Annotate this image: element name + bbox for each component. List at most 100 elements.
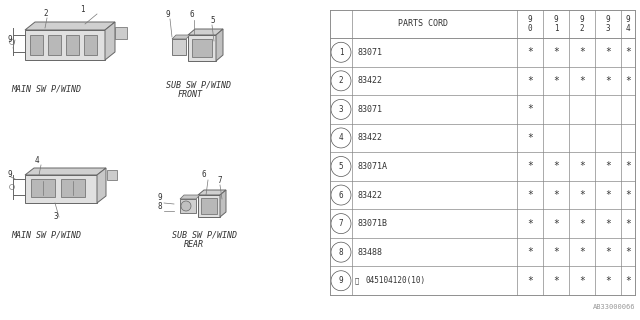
Text: *: * (605, 76, 611, 86)
Bar (192, 39, 212, 57)
Text: 83071A: 83071A (357, 162, 387, 171)
Text: 9: 9 (166, 10, 171, 19)
Text: *: * (579, 76, 585, 86)
Text: *: * (605, 247, 611, 257)
Bar (31, 179, 55, 197)
Text: *: * (579, 219, 585, 228)
Text: MAIN SW P/WIND: MAIN SW P/WIND (11, 85, 81, 94)
Text: 83071B: 83071B (357, 219, 387, 228)
Text: 83422: 83422 (357, 190, 382, 200)
Bar (172, 39, 186, 55)
Bar (66, 35, 79, 55)
Bar (30, 35, 43, 55)
Text: *: * (527, 47, 533, 57)
Circle shape (10, 39, 15, 44)
Polygon shape (216, 29, 223, 61)
Text: *: * (553, 219, 559, 228)
Text: *: * (527, 190, 533, 200)
Text: Ⓢ: Ⓢ (355, 277, 359, 284)
Text: 83488: 83488 (357, 248, 382, 257)
Text: 83422: 83422 (357, 133, 382, 142)
Text: REAR: REAR (184, 240, 204, 249)
Text: MAIN SW P/WIND: MAIN SW P/WIND (11, 230, 81, 239)
Text: *: * (605, 276, 611, 286)
Text: 6: 6 (202, 170, 207, 179)
Text: 9
3: 9 3 (605, 15, 611, 33)
Text: *: * (605, 47, 611, 57)
Polygon shape (198, 190, 226, 195)
Text: SUB SW P/WIND: SUB SW P/WIND (166, 80, 231, 89)
Text: 8: 8 (158, 202, 163, 211)
Text: *: * (553, 247, 559, 257)
Text: 83422: 83422 (357, 76, 382, 85)
Bar (61, 179, 85, 197)
Text: 045104120(10): 045104120(10) (365, 276, 425, 285)
Circle shape (10, 185, 15, 189)
Text: *: * (553, 276, 559, 286)
Text: 1: 1 (339, 48, 343, 57)
Text: 83071: 83071 (357, 105, 382, 114)
Text: *: * (527, 133, 533, 143)
Bar (188, 35, 216, 61)
Text: *: * (527, 276, 533, 286)
Bar (25, 175, 97, 203)
Text: 7: 7 (218, 176, 223, 185)
Text: 9: 9 (158, 193, 163, 202)
Text: *: * (625, 162, 631, 172)
Text: *: * (527, 219, 533, 228)
Text: 2: 2 (339, 76, 343, 85)
Text: *: * (579, 162, 585, 172)
Text: 9
0: 9 0 (528, 15, 532, 33)
Polygon shape (220, 190, 226, 217)
Text: FRONT: FRONT (178, 90, 203, 99)
Text: 9
2: 9 2 (580, 15, 584, 33)
Polygon shape (105, 22, 115, 60)
Bar (198, 195, 220, 217)
Text: *: * (527, 162, 533, 172)
Text: PARTS CORD: PARTS CORD (399, 20, 449, 28)
Text: *: * (579, 190, 585, 200)
Polygon shape (188, 29, 223, 35)
Text: 4: 4 (35, 156, 40, 165)
Bar (107, 170, 117, 180)
Bar (115, 27, 127, 39)
Text: *: * (625, 247, 631, 257)
Text: 6: 6 (190, 10, 195, 19)
Text: *: * (553, 162, 559, 172)
Text: 7: 7 (339, 219, 343, 228)
Text: *: * (527, 76, 533, 86)
Text: 1: 1 (80, 5, 84, 14)
Polygon shape (180, 195, 200, 199)
Text: *: * (579, 276, 585, 286)
Text: *: * (527, 104, 533, 114)
Text: AB33000066: AB33000066 (593, 304, 635, 310)
Text: *: * (605, 219, 611, 228)
Text: *: * (553, 76, 559, 86)
Text: *: * (625, 47, 631, 57)
Text: *: * (625, 276, 631, 286)
Bar (201, 198, 217, 214)
Text: 9
1: 9 1 (554, 15, 558, 33)
Bar (25, 30, 105, 60)
Text: 8: 8 (339, 248, 343, 257)
Text: 83071: 83071 (357, 48, 382, 57)
Text: *: * (625, 190, 631, 200)
Polygon shape (25, 168, 106, 175)
Text: 3: 3 (53, 212, 58, 221)
Text: 9
4: 9 4 (626, 15, 630, 33)
Text: *: * (605, 162, 611, 172)
Text: 9: 9 (7, 35, 12, 44)
Polygon shape (97, 168, 106, 203)
Text: *: * (625, 219, 631, 228)
Text: 3: 3 (339, 105, 343, 114)
Text: 2: 2 (43, 9, 47, 18)
Text: *: * (553, 190, 559, 200)
Text: 5: 5 (339, 162, 343, 171)
Text: 4: 4 (339, 133, 343, 142)
Circle shape (181, 201, 191, 211)
Text: *: * (625, 76, 631, 86)
Polygon shape (25, 22, 115, 30)
Text: 5: 5 (210, 16, 214, 25)
Polygon shape (172, 35, 190, 39)
Bar (180, 199, 196, 213)
